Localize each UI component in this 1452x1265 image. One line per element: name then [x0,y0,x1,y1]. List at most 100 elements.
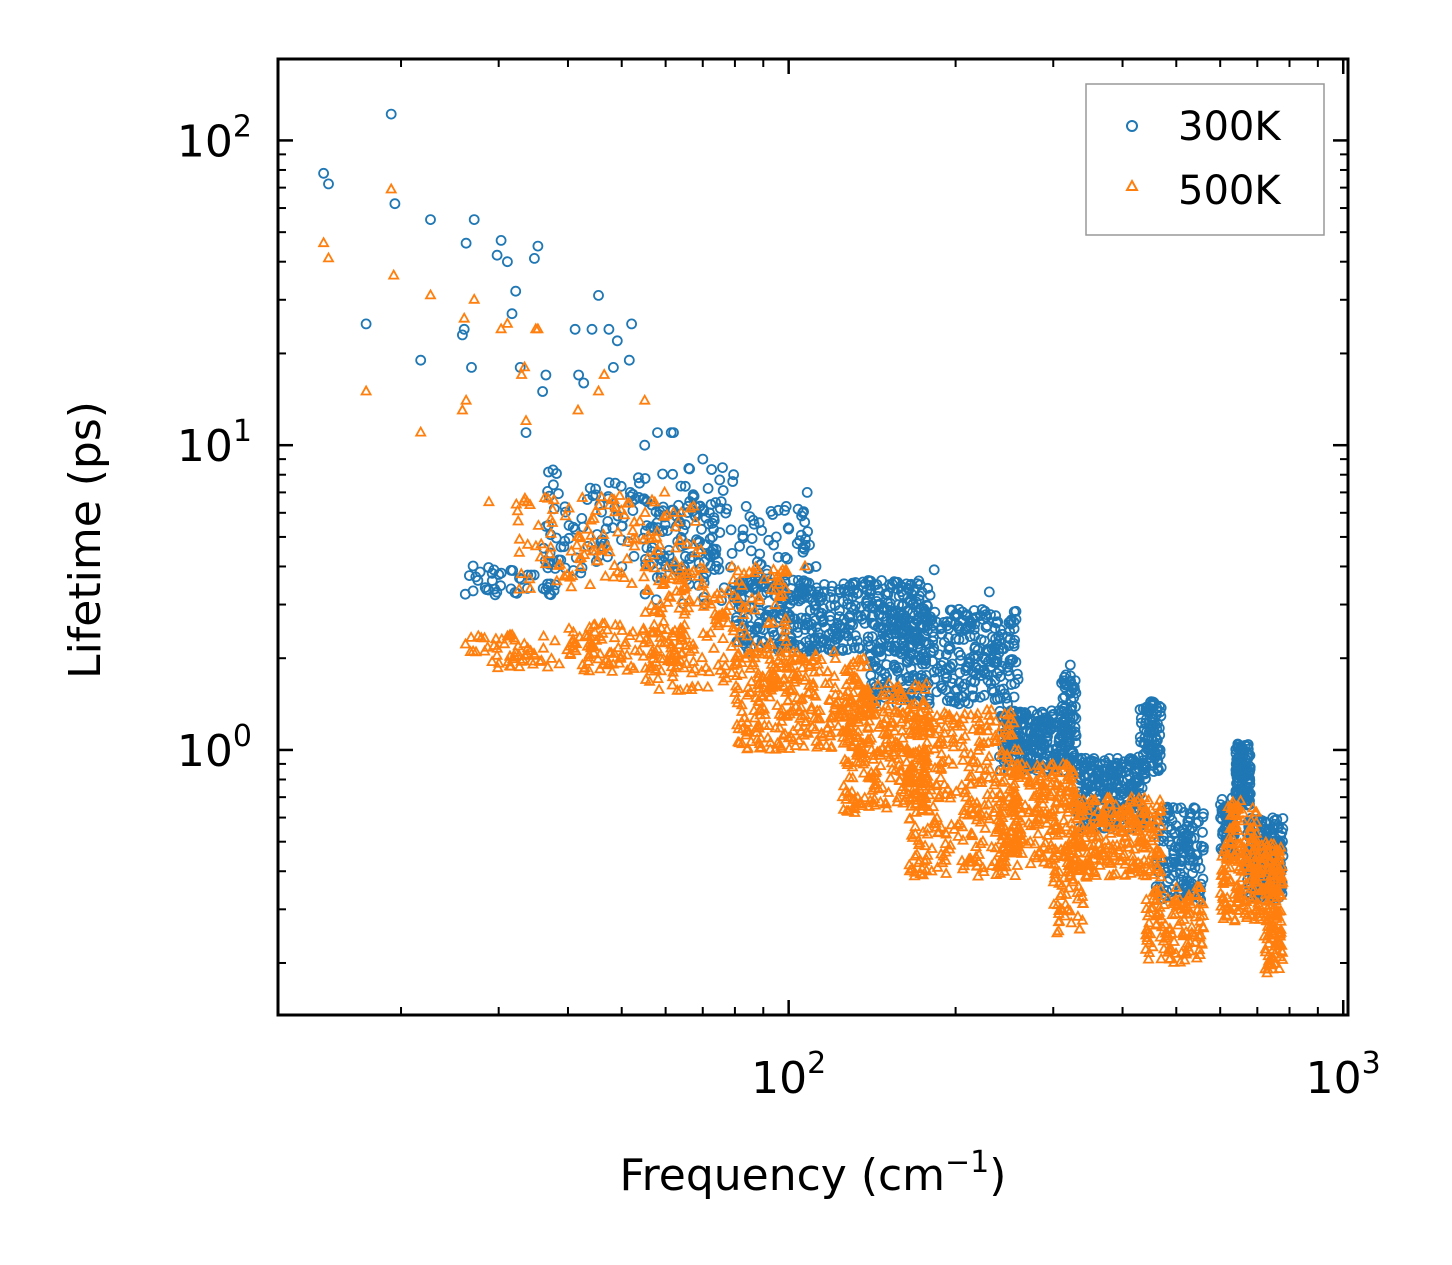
point-500k [765,680,778,691]
point-300k [1145,696,1157,707]
point-500k [823,677,836,688]
point-300k [927,626,939,638]
point-300k [753,604,765,616]
point-500k [788,673,801,684]
point-500k [694,543,707,555]
point-300k [898,609,909,621]
point-500k [424,288,437,300]
point-500k [544,527,558,538]
point-300k [931,663,943,675]
point-500k [642,584,655,595]
point-500k [606,665,619,676]
point-300k [1115,758,1127,770]
y-axis-title: Lifetime (ps) [60,401,111,679]
point-500k [752,677,765,689]
point-300k [986,684,998,696]
point-500k [658,485,671,497]
point-300k [923,638,935,650]
point-300k [834,605,845,616]
point-300k [850,630,861,642]
point-300k [974,691,986,703]
point-500k [775,714,788,726]
point-300k [1187,867,1198,879]
point-500k [468,292,481,304]
point-300k [1194,862,1206,874]
point-300k [705,499,717,510]
point-300k [1043,745,1055,757]
point-500k [893,773,906,785]
point-500k [837,736,850,748]
point-300k [1277,813,1289,824]
point-300k [792,621,804,633]
point-300k [603,323,615,335]
point-500k [602,658,615,670]
point-500k [504,659,518,671]
point-500k [639,633,652,644]
point-300k [567,521,579,533]
point-500k [625,660,638,671]
point-300k [1244,763,1256,775]
point-300k [992,616,1004,628]
point-500k [772,673,785,685]
point-300k [1002,661,1013,673]
point-500k [489,632,502,644]
point-500k [741,688,754,700]
point-500k [716,606,729,618]
point-500k [558,569,571,581]
point-300k [929,673,941,685]
point-300k [873,609,885,620]
point-300k [975,634,987,646]
point-500k [754,638,767,650]
point-300k [745,545,757,557]
point-500k [648,618,661,630]
point-500k [651,642,664,654]
point-500k [647,625,660,637]
point-500k [722,584,735,595]
point-500k [799,716,812,727]
point-500k [682,567,695,578]
point-500k [621,496,634,508]
point-300k [1239,796,1251,807]
point-300k [844,619,856,630]
point-300k [782,522,794,534]
point-300k [941,673,952,684]
point-300k [991,617,1002,629]
point-500k [697,577,710,589]
point-500k [628,515,641,527]
point-300k [1230,758,1242,770]
point-500k [884,750,897,762]
point-500k [545,652,558,663]
point-300k [1038,720,1049,731]
point-300k [593,289,604,301]
point-300k [779,504,790,516]
point-300k [927,620,939,631]
point-500k [780,564,793,576]
point-500k [521,537,534,549]
point-500k [714,664,727,675]
point-500k [767,563,780,574]
point-300k [1012,668,1023,680]
point-300k [1003,617,1015,628]
point-500k [748,603,761,615]
point-300k [890,663,902,674]
point-300k [495,567,507,579]
point-300k [1008,691,1020,703]
point-300k [1197,826,1208,838]
point-500k [852,696,865,708]
point-500k [689,515,702,526]
point-500k [597,528,610,539]
point-500k [737,567,751,578]
point-500k [771,569,784,581]
point-500k [535,537,548,549]
point-300k [850,600,861,612]
point-500k [785,654,798,666]
point-300k [657,526,668,537]
point-500k [808,665,821,677]
point-500k [852,706,865,718]
point-500k [710,616,723,628]
point-500k [570,637,583,649]
point-500k [537,641,550,653]
point-500k [322,251,335,263]
point-500k [674,683,687,695]
point-500k [751,563,765,574]
